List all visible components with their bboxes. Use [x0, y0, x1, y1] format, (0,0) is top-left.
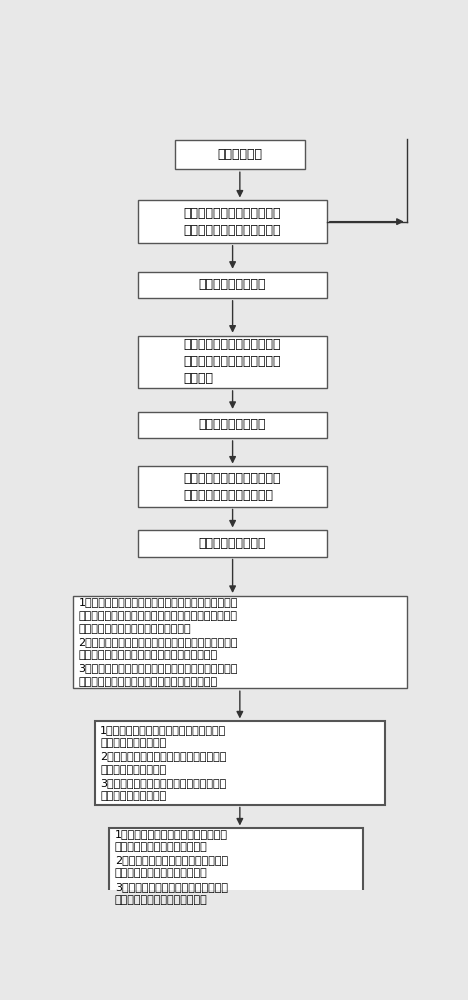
FancyBboxPatch shape	[175, 140, 305, 169]
FancyBboxPatch shape	[139, 466, 327, 507]
Text: 1，在第一转向桥坐标历史数据中查找与当前第一转向
桥坐标距离相差第一转向桥与第二转向桥固定轴距的坐
标数据，作为第二转向桥的目标坐标；
2，查找与前铰接点坐标距: 1，在第一转向桥坐标历史数据中查找与当前第一转向 桥坐标距离相差第一转向桥与第二…	[79, 597, 238, 687]
Text: 设定坐标原点: 设定坐标原点	[217, 148, 263, 161]
FancyBboxPatch shape	[139, 272, 327, 298]
FancyBboxPatch shape	[139, 200, 327, 243]
Text: 车头状态检测组件检测车头第
一转向桥的坐标与车头横摆角: 车头状态检测组件检测车头第 一转向桥的坐标与车头横摆角	[184, 207, 281, 237]
FancyBboxPatch shape	[73, 596, 407, 688]
Text: 车尾状态检测组件检测车位横
摆角、车尾与车厢的铰接角: 车尾状态检测组件检测车位横 摆角、车尾与车厢的铰接角	[184, 472, 281, 502]
FancyBboxPatch shape	[139, 336, 327, 388]
Text: 推算第三转向桥坐标: 推算第三转向桥坐标	[199, 418, 266, 431]
FancyBboxPatch shape	[95, 721, 385, 805]
Text: 1，计算第二转向桥当前坐标与第二转向桥
的目标坐标之间距离；
2，计算第三转向桥当前坐标与第三转向桥
的目标坐标之间距离；
3，计算第四转向桥当前坐标与第四转向: 1，计算第二转向桥当前坐标与第二转向桥 的目标坐标之间距离； 2，计算第三转向桥…	[100, 725, 227, 801]
Text: 推算第四转向桥坐标: 推算第四转向桥坐标	[199, 537, 266, 550]
Text: 推算第二转向桥坐标: 推算第二转向桥坐标	[199, 278, 266, 291]
Text: 1，控制第二转向桥转向角度缩小与目
标坐标之间距离实现轨迹跟随；
2，控制第三转向桥转向角度缩小与目
标坐标之间距离实现轨迹跟随；
3，控制第四转向桥转向角度缩: 1，控制第二转向桥转向角度缩小与目 标坐标之间距离实现轨迹跟随； 2，控制第三转…	[115, 829, 228, 905]
FancyBboxPatch shape	[110, 828, 363, 905]
FancyBboxPatch shape	[139, 530, 327, 557]
Text: 车厢状态检测组件检测车厢横
摆角、车头（前车厢）与车厢
的铰接角: 车厢状态检测组件检测车厢横 摆角、车头（前车厢）与车厢 的铰接角	[184, 338, 281, 385]
FancyBboxPatch shape	[139, 412, 327, 438]
